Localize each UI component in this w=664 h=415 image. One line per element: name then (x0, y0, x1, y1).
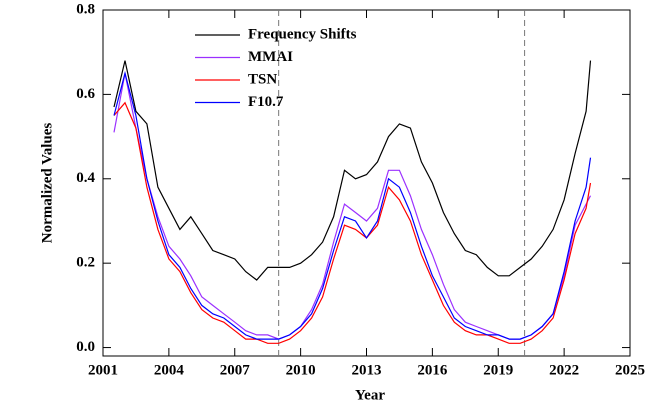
x-tick-label: 2019 (483, 362, 513, 378)
y-tick-label: 0.8 (76, 1, 95, 17)
x-tick-label: 2007 (220, 362, 251, 378)
legend-label: MMAI (248, 49, 293, 65)
plot-frame (102, 9, 631, 357)
x-tick-label: 2025 (615, 362, 645, 378)
x-tick-label: 2001 (88, 362, 118, 378)
series-line (113, 60, 592, 281)
legend-label: F10.7 (248, 94, 284, 110)
legend-label: Frequency Shifts (248, 26, 357, 42)
x-tick-label: 2016 (417, 362, 448, 378)
x-tick-label: 2004 (154, 362, 185, 378)
x-tick-label: 2013 (352, 362, 382, 378)
series-line (113, 73, 592, 340)
x-tick-label: 2010 (286, 362, 316, 378)
y-tick-label: 0.2 (76, 255, 95, 271)
y-axis-label: Normalized Values (39, 123, 55, 244)
series-line (113, 70, 592, 340)
y-tick-label: 0.0 (76, 339, 95, 355)
y-tick-label: 0.4 (76, 170, 95, 186)
legend-label: TSN (248, 71, 277, 87)
x-axis-label: Year (355, 387, 385, 403)
series-line (113, 101, 592, 344)
y-tick-label: 0.6 (76, 86, 95, 102)
x-tick-label: 2022 (549, 362, 579, 378)
